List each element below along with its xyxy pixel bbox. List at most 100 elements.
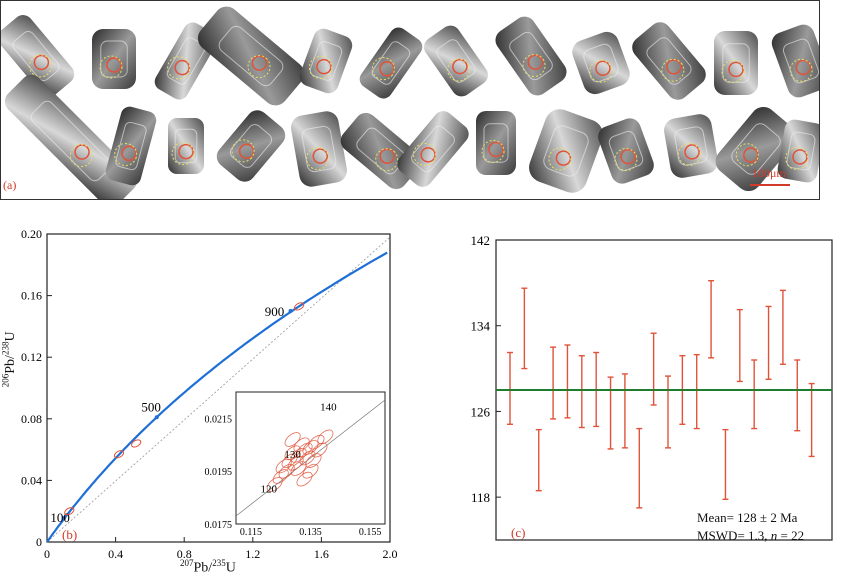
- data-ellipse: [113, 450, 125, 459]
- hf-spot: [99, 55, 123, 79]
- zircon-crystal: [168, 118, 204, 174]
- panel-c-label: (c): [511, 525, 526, 540]
- data-ellipse: [131, 439, 142, 448]
- mswd-n-symbol: n: [770, 528, 778, 543]
- hf-spot: [661, 58, 685, 82]
- inset-y-tick-label: 0.0175: [205, 520, 233, 531]
- hf-spot: [721, 59, 745, 83]
- analysis-spot: [106, 57, 122, 73]
- zircon-grain: [197, 6, 305, 106]
- zircon-grain: [105, 106, 157, 186]
- zircon-zoning: [301, 125, 337, 173]
- hf-spot: [522, 54, 546, 78]
- inset-data-ellipse: [317, 429, 334, 445]
- analysis-spot: [420, 147, 436, 163]
- zircon-crystal: [197, 6, 305, 106]
- zircon-zoning: [218, 25, 284, 87]
- mean-age-text: Mean= 128 ± 2 Ma: [697, 510, 798, 525]
- zircon-zoning: [646, 37, 692, 85]
- inset-data-ellipse: [266, 477, 283, 492]
- zircon-grain: [771, 24, 831, 98]
- y-tick-label: 0.20: [21, 227, 42, 241]
- panel-b-label: (b): [62, 527, 78, 542]
- data-ellipse: [64, 507, 75, 516]
- weighted-mean-plot: 142 134 126 118: [471, 233, 833, 541]
- inset-x-tick-label: 0.115: [240, 527, 262, 538]
- zircon-crystal: [92, 29, 136, 89]
- hf-spot: [789, 58, 813, 82]
- zircon-crystal: [598, 118, 654, 184]
- hf-spot: [548, 147, 572, 171]
- inset-age-label: 120: [261, 483, 278, 495]
- analysis-spot: [595, 60, 611, 77]
- zircon-grain: [476, 111, 516, 175]
- zircon-crystal: [715, 106, 797, 192]
- zircon-grain: [777, 119, 825, 183]
- y-tick-label: 0.04: [21, 473, 42, 487]
- analysis-spot: [174, 59, 190, 76]
- zircon-zoning: [166, 37, 206, 85]
- zircon-grain: [4, 74, 138, 208]
- zircon-crystal: [0, 15, 75, 97]
- hf-spot: [614, 148, 638, 172]
- inset-data-ellipse: [290, 461, 307, 476]
- zircon-grain: [92, 29, 136, 89]
- scale-bar-label: 100μm: [752, 166, 786, 180]
- zircon-crystal: [299, 28, 353, 94]
- analysis-spot: [238, 143, 255, 159]
- zircon-zoning: [674, 126, 708, 166]
- zircon-grain: [714, 31, 758, 95]
- zircon-zoning: [483, 123, 509, 163]
- zircon-zoning: [12, 30, 60, 82]
- zircon-zoning: [509, 31, 553, 81]
- concordia-age-marker: [288, 309, 293, 313]
- hf-spot: [171, 142, 195, 166]
- hf-spot: [677, 142, 701, 166]
- zircon-crystal: [771, 24, 831, 98]
- concordia-age-marker: [154, 415, 159, 420]
- zircon-grain: [397, 111, 469, 187]
- inset-data-ellipse: [302, 463, 319, 479]
- analysis-spot: [452, 58, 468, 75]
- x-axis-label: 207Pb/235U: [180, 558, 236, 576]
- zircon-zoning: [174, 128, 198, 164]
- analysis-spot: [728, 61, 744, 78]
- zircon-grain: [216, 110, 286, 182]
- analysis-spot: [178, 143, 194, 160]
- x-tick-label: 0.8: [177, 547, 192, 561]
- inset-x-tick-label: 0.135: [299, 527, 322, 538]
- inset-data-ellipse: [299, 450, 316, 466]
- hf-spot: [375, 148, 399, 172]
- inset-data-ellipse: [284, 432, 301, 447]
- mswd-prefix: MSWD= 1.3,: [697, 528, 771, 543]
- hf-spot: [69, 144, 93, 168]
- concordia-age-marker: [62, 515, 67, 520]
- concordia-age-label: 500: [141, 399, 161, 414]
- analysis-spot: [251, 55, 268, 71]
- analysis-spot: [795, 59, 812, 76]
- zircon-zoning: [731, 123, 781, 175]
- plot-frame: [46, 233, 391, 543]
- zircon-grain: [291, 111, 347, 187]
- analysis-spot: [379, 60, 395, 77]
- hf-spot: [306, 147, 330, 171]
- zircon-grain: [0, 15, 75, 97]
- inset-age-label: 140: [320, 401, 337, 413]
- analysis-spot: [312, 148, 329, 164]
- zircon-zoning: [782, 38, 820, 84]
- x-tick-label: 0.4: [108, 547, 123, 561]
- zircon-grain: [572, 31, 630, 95]
- analysis-spot: [666, 59, 682, 75]
- y-axis-label: 206Pb/238U: [0, 331, 19, 388]
- hf-spot: [735, 143, 759, 167]
- y-tick-label: 0.16: [21, 289, 42, 303]
- analysis-spot: [555, 150, 572, 166]
- hf-spot: [114, 142, 138, 166]
- zircon-zoning: [543, 125, 589, 177]
- hf-spot: [167, 56, 191, 80]
- concordia-diagram: 0 0.4 0.8 1.2 1.6 2.0 0 0.04 0.08 0.12 0.16 0.20 10…: [21, 227, 398, 561]
- inset-concordia: [235, 399, 386, 517]
- inset-data-ellipse: [311, 442, 328, 458]
- y-tick-label: 0.12: [21, 350, 42, 364]
- concordia-age-label: 900: [265, 304, 285, 319]
